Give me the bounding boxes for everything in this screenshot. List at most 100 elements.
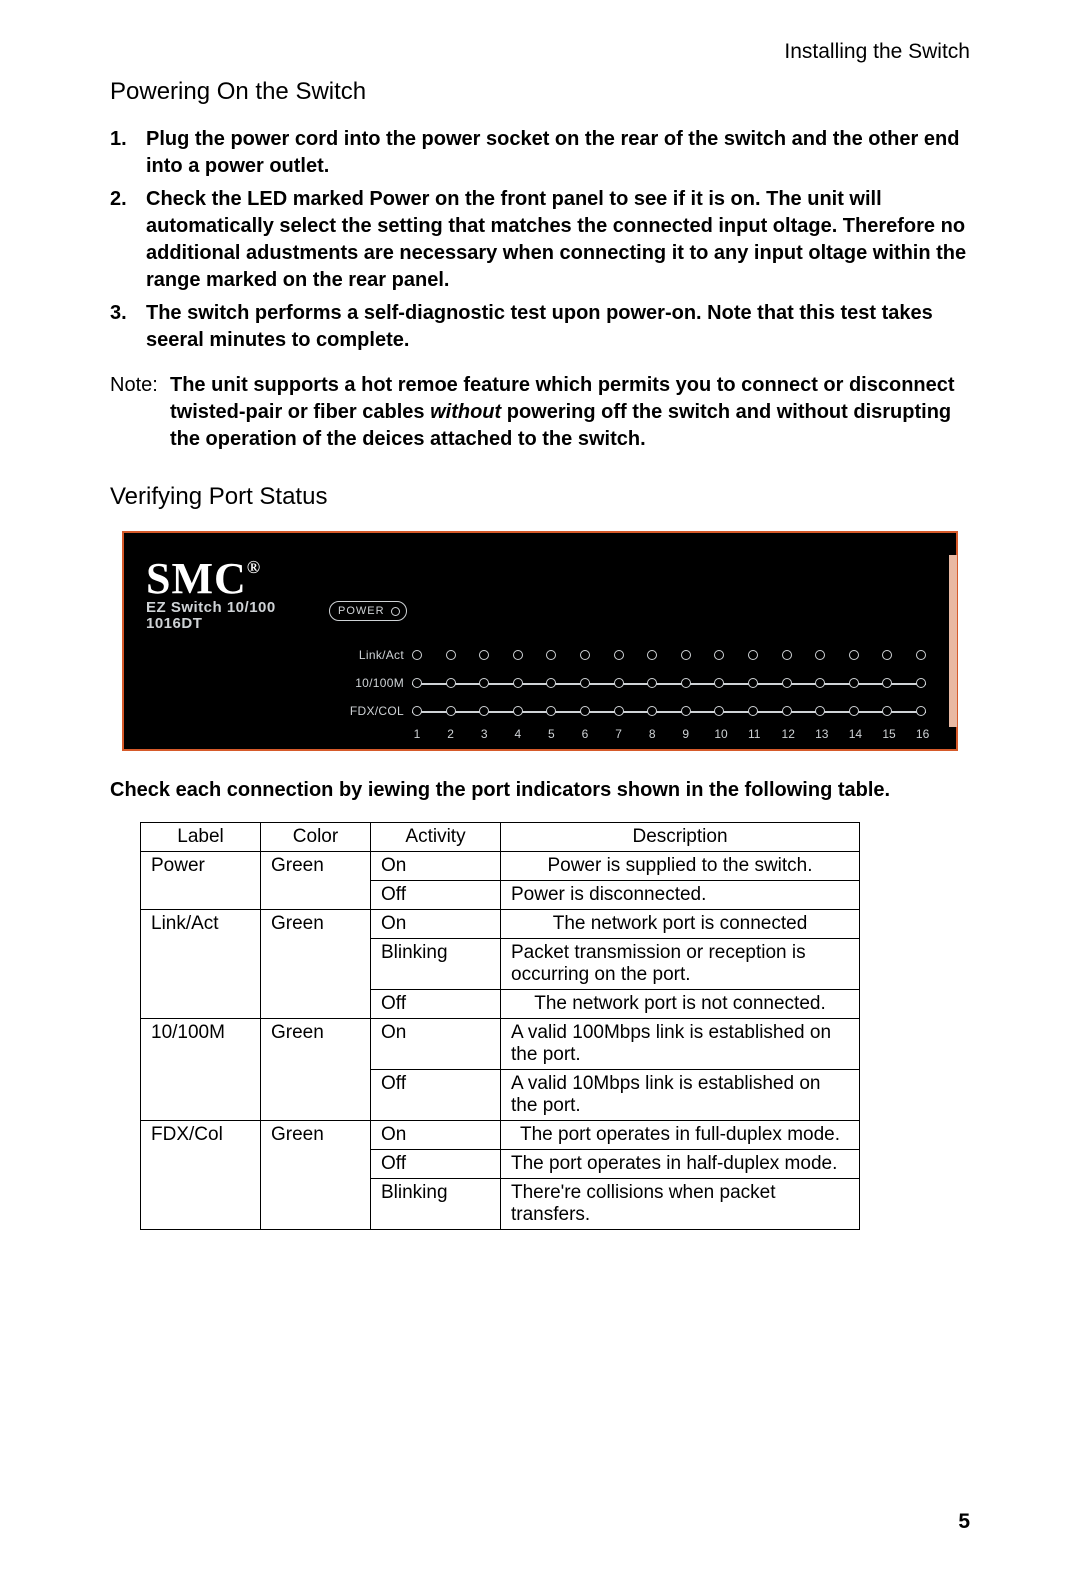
- led-rows: Link/Act 10/100M FDX/COL 123456789101112…: [344, 641, 926, 741]
- led-icon: [916, 650, 926, 660]
- led-strip: [412, 678, 926, 688]
- registered-icon: ®: [247, 557, 261, 577]
- switch-panel: SMC® EZ Switch 10/100 1016DT POWER Link/…: [122, 531, 958, 751]
- led-icon: [546, 678, 556, 688]
- led-icon: [681, 678, 691, 688]
- cell-description: There're collisions when packet transfer…: [501, 1179, 860, 1230]
- cell-description: The network port is connected: [501, 910, 860, 939]
- th-activity: Activity: [371, 823, 501, 852]
- th-color: Color: [261, 823, 371, 852]
- led-icon: [681, 706, 691, 716]
- cell-description: The port operates in half-duplex mode.: [501, 1150, 860, 1179]
- step-item: 3. The switch performs a self-diagnostic…: [110, 300, 970, 354]
- cell-description: The network port is not connected.: [501, 990, 860, 1019]
- led-icon: [815, 650, 825, 660]
- led-icon: [647, 706, 657, 716]
- port-number: 2: [446, 727, 456, 741]
- table-row: 10/100MGreenOnA valid 100Mbps link is es…: [141, 1019, 860, 1070]
- cell-color: Green: [261, 910, 371, 1019]
- led-icon: [647, 650, 657, 660]
- led-icon: [412, 706, 422, 716]
- led-row-10100m: 10/100M: [344, 669, 926, 697]
- led-icon: [446, 678, 456, 688]
- cell-label: FDX/Col: [141, 1121, 261, 1230]
- table-row: Link/ActGreenOnThe network port is conne…: [141, 910, 860, 939]
- cell-description: Packet transmission or reception is occu…: [501, 939, 860, 990]
- led-icon: [546, 706, 556, 716]
- brand-logo: SMC®: [146, 553, 261, 604]
- port-number: 14: [849, 727, 859, 741]
- led-icon: [782, 678, 792, 688]
- cell-activity: Blinking: [371, 939, 501, 990]
- cell-label: 10/100M: [141, 1019, 261, 1121]
- page-number: 5: [958, 1510, 970, 1534]
- led-icon: [748, 650, 758, 660]
- switch-front-panel-figure: SMC® EZ Switch 10/100 1016DT POWER Link/…: [110, 531, 970, 751]
- cell-activity: On: [371, 910, 501, 939]
- table-row: PowerGreenOnPower is supplied to the swi…: [141, 852, 860, 881]
- port-number: 8: [647, 727, 657, 741]
- powering-steps-list: 1. Plug the power cord into the power so…: [110, 126, 970, 354]
- led-icon: [546, 650, 556, 660]
- led-icon: [748, 706, 758, 716]
- led-icon: [412, 678, 422, 688]
- cell-activity: Off: [371, 1150, 501, 1179]
- th-description: Description: [501, 823, 860, 852]
- cell-description: A valid 10Mbps link is established on th…: [501, 1070, 860, 1121]
- port-number: 5: [546, 727, 556, 741]
- led-icon: [513, 650, 523, 660]
- cell-activity: Off: [371, 1070, 501, 1121]
- power-label: POWER: [338, 605, 385, 617]
- port-number: 4: [513, 727, 523, 741]
- step-text: The switch performs a self-diagnostic te…: [146, 300, 970, 354]
- step-text: Check the LED marked Power on the front …: [146, 186, 970, 294]
- led-icon: [815, 706, 825, 716]
- led-row-linkact: Link/Act: [344, 641, 926, 669]
- led-icon: [849, 706, 859, 716]
- led-icon: [714, 678, 724, 688]
- check-instruction: Check each connection by iewing the port…: [110, 779, 970, 802]
- led-icon: [782, 650, 792, 660]
- port-number: 13: [815, 727, 825, 741]
- led-icon: [647, 678, 657, 688]
- power-led-icon: [391, 607, 400, 616]
- cell-label: Link/Act: [141, 910, 261, 1019]
- led-icon: [748, 678, 758, 688]
- port-number: 3: [479, 727, 489, 741]
- led-icon: [815, 678, 825, 688]
- table-row: FDX/ColGreenOnThe port operates in full-…: [141, 1121, 860, 1150]
- led-icon: [479, 678, 489, 688]
- step-text: Plug the power cord into the power socke…: [146, 126, 970, 180]
- port-number: 7: [614, 727, 624, 741]
- led-icon: [882, 706, 892, 716]
- led-icon: [614, 650, 624, 660]
- led-icon: [412, 650, 422, 660]
- led-icon: [782, 706, 792, 716]
- step-number: 3.: [110, 300, 146, 354]
- led-icon: [849, 650, 859, 660]
- led-icon: [446, 650, 456, 660]
- led-icon: [714, 706, 724, 716]
- led-icon: [882, 678, 892, 688]
- led-strip: [412, 706, 926, 716]
- note-text-italic: without: [430, 401, 501, 423]
- power-indicator: POWER: [329, 601, 407, 621]
- note-label: Note:: [110, 372, 170, 453]
- port-number: 11: [748, 727, 758, 741]
- cell-activity: On: [371, 1019, 501, 1070]
- led-icon: [614, 706, 624, 716]
- led-icon: [916, 678, 926, 688]
- led-icon: [681, 650, 691, 660]
- cell-activity: Off: [371, 881, 501, 910]
- step-number: 2.: [110, 186, 146, 294]
- heading-powering-on: Powering On the Switch: [110, 78, 970, 106]
- led-icon: [714, 650, 724, 660]
- row-label: FDX/COL: [344, 704, 412, 718]
- led-icon: [882, 650, 892, 660]
- section-header: Installing the Switch: [110, 40, 970, 64]
- cell-description: A valid 100Mbps link is established on t…: [501, 1019, 860, 1070]
- cell-activity: Off: [371, 990, 501, 1019]
- step-number: 1.: [110, 126, 146, 180]
- led-icon: [916, 706, 926, 716]
- model-line-2: 1016DT: [146, 615, 202, 632]
